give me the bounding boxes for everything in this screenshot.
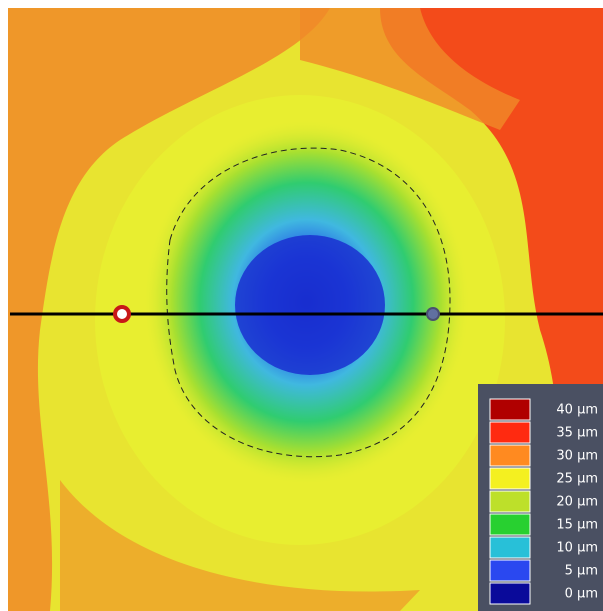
profile-start-marker[interactable] — [115, 307, 129, 321]
legend-swatch — [490, 583, 530, 604]
legend-label: 0 µm — [565, 587, 598, 602]
legend-label: 10 µm — [556, 541, 598, 556]
legend-swatch — [490, 560, 530, 581]
profile-end-marker[interactable] — [427, 308, 439, 320]
legend-swatch — [490, 537, 530, 558]
legend-label: 35 µm — [556, 426, 598, 441]
legend-swatch — [490, 445, 530, 466]
legend-swatch — [490, 422, 530, 443]
legend-label: 40 µm — [556, 403, 598, 418]
legend-swatch — [490, 491, 530, 512]
legend-label: 30 µm — [556, 449, 598, 464]
legend-swatch — [490, 514, 530, 535]
legend: 40 µm 35 µm 30 µm 25 µm 20 µm 15 µm 10 µm 5 µm 0… — [478, 384, 603, 611]
legend-label: 20 µm — [556, 495, 598, 510]
legend-swatch — [490, 468, 530, 489]
legend-label: 5 µm — [565, 564, 598, 579]
legend-label: 25 µm — [556, 472, 598, 487]
page: 40 µm 35 µm 30 µm 25 µm 20 µm 15 µm 10 µm 5 µm 0… — [0, 0, 603, 611]
legend-label: 15 µm — [556, 518, 598, 533]
legend-swatch — [490, 399, 530, 420]
height-map-view: 40 µm 35 µm 30 µm 25 µm 20 µm 15 µm 10 µm 5 µm 0… — [0, 0, 603, 611]
